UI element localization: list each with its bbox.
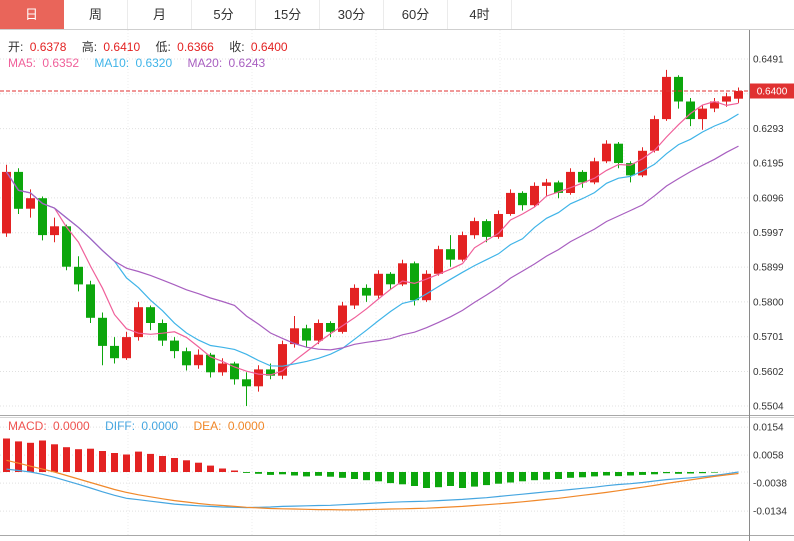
price-axis-label: 0.6293 [753, 124, 784, 135]
ma5-line [5, 100, 739, 376]
tab-30min[interactable]: 30分 [320, 0, 384, 29]
tab-month[interactable]: 月 [128, 0, 192, 29]
ma5-label: MA5: [8, 56, 37, 70]
close-label: 收: [229, 40, 245, 54]
high-value: 0.6410 [103, 40, 141, 54]
dea-value: 0.0000 [227, 419, 265, 433]
timeframe-toolbar: 日 周 月 5分 15分 30分 60分 4时 [0, 0, 794, 30]
low-label: 低: [155, 40, 171, 54]
diff-value: 0.0000 [141, 419, 179, 433]
macd-axis-label: 0.0058 [753, 451, 784, 462]
open-value: 0.6378 [29, 40, 67, 54]
macd-histogram [3, 438, 718, 488]
close-value: 0.6400 [250, 40, 288, 54]
ohlc-readout: 开: 0.6378 高: 0.6410 低: 0.6366 收: 0.6400 [8, 38, 300, 55]
candles-layer [2, 69, 743, 406]
high-label: 高: [81, 40, 98, 54]
tab-4hour[interactable]: 4时 [448, 0, 512, 29]
ma20-line [5, 145, 739, 351]
price-axis-label: 0.5701 [753, 332, 784, 343]
macd-axis-label: -0.0038 [753, 479, 787, 490]
macd-label: MACD: [8, 419, 47, 433]
ma5-value: 0.6352 [42, 56, 80, 70]
price-axis-label: 0.6195 [753, 159, 784, 170]
macd-value: 0.0000 [53, 419, 90, 433]
macd-readout: MACD: 0.0000 DIFF: 0.0000 DEA: 0.0000 [8, 419, 277, 433]
current-price-badge: 0.6400 [750, 83, 794, 99]
tab-60min[interactable]: 60分 [384, 0, 448, 29]
macd-axis-labels: 0.0154 0.0058 -0.0038 -0.0134 [753, 423, 787, 518]
macd-axis-label: 0.0154 [753, 423, 784, 434]
price-axis-label: 0.5899 [753, 263, 784, 274]
dea-line [6, 459, 739, 511]
chart-frame [0, 30, 794, 541]
ma10-label: MA10: [94, 56, 130, 70]
price-axis-label: 0.5800 [753, 297, 784, 308]
ma20-value: 0.6243 [228, 56, 266, 70]
price-axis-label: 0.5997 [753, 228, 784, 239]
tab-15min[interactable]: 15分 [256, 0, 320, 29]
price-axis-label: 0.6491 [753, 55, 784, 66]
price-axis-label: 0.5504 [753, 402, 784, 413]
candlestick-chart[interactable]: 0.6491 0.6293 0.6195 0.6096 0.5997 0.5899 0.58… [0, 30, 794, 541]
open-label: 开: [8, 40, 24, 54]
ma-readout: MA5: 0.6352 MA10: 0.6320 MA20: 0.6243 [8, 56, 277, 70]
ma10-line [5, 113, 739, 367]
tab-5min[interactable]: 5分 [192, 0, 256, 29]
low-value: 0.6366 [177, 40, 214, 54]
macd-axis-label: -0.0134 [753, 507, 787, 518]
price-axis-label: 0.6096 [753, 193, 784, 204]
ma10-value: 0.6320 [135, 56, 173, 70]
diff-line [6, 468, 739, 509]
tab-week[interactable]: 周 [64, 0, 128, 29]
diff-label: DIFF: [105, 419, 136, 433]
ma20-label: MA20: [187, 56, 223, 70]
price-axis-labels: 0.6491 0.6293 0.6195 0.6096 0.5997 0.5899 0.58… [753, 55, 784, 413]
dea-label: DEA: [193, 419, 222, 433]
price-axis-label: 0.5602 [753, 367, 784, 378]
svg-text:0.6400: 0.6400 [757, 87, 788, 98]
tab-day[interactable]: 日 [0, 0, 64, 29]
